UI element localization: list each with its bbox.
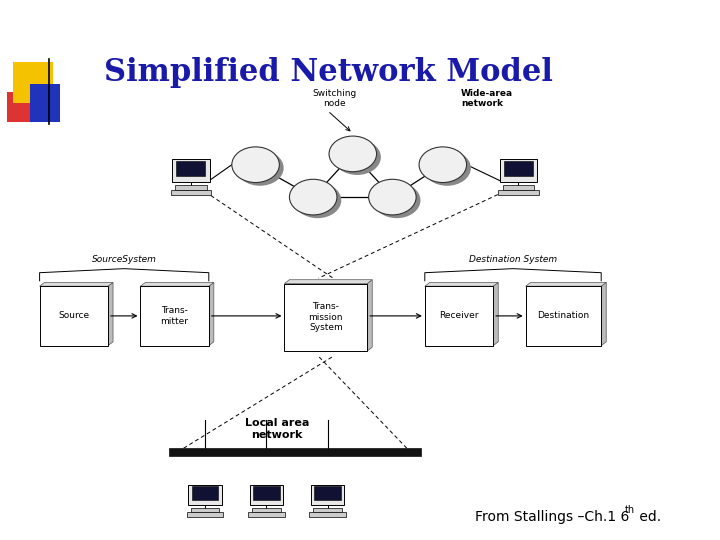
Polygon shape (284, 280, 372, 284)
Polygon shape (108, 282, 113, 346)
Bar (504, 161, 533, 177)
Bar (191, 508, 220, 512)
Bar (175, 185, 207, 190)
Bar (503, 185, 534, 190)
Bar (187, 512, 223, 517)
Bar (7, 92, 37, 122)
Bar (248, 512, 284, 517)
Circle shape (236, 150, 284, 186)
Bar (498, 190, 539, 195)
Bar (252, 508, 281, 512)
Bar (169, 448, 421, 456)
Polygon shape (526, 282, 606, 286)
Text: Local area
network: Local area network (245, 418, 310, 440)
Text: Switching
node: Switching node (312, 89, 357, 108)
Circle shape (423, 150, 471, 186)
Text: SourceSystem: SourceSystem (91, 255, 157, 265)
Bar (311, 485, 344, 505)
Text: Receiver: Receiver (439, 312, 479, 320)
Circle shape (294, 183, 341, 218)
Circle shape (333, 139, 381, 175)
Bar (171, 190, 211, 195)
Bar (172, 159, 210, 182)
Bar (253, 487, 279, 501)
Polygon shape (140, 282, 214, 286)
Circle shape (369, 179, 416, 215)
Bar (284, 284, 367, 351)
Text: th: th (625, 505, 635, 515)
Bar (189, 485, 222, 505)
Text: From Stallings –Ch.1 6: From Stallings –Ch.1 6 (475, 510, 629, 524)
Text: Destination: Destination (537, 312, 590, 320)
Text: Source: Source (58, 312, 89, 320)
Polygon shape (493, 282, 498, 346)
Polygon shape (425, 282, 498, 286)
Text: Simplified Network Model: Simplified Network Model (104, 57, 553, 87)
Bar (30, 84, 60, 122)
Bar (250, 485, 283, 505)
Polygon shape (367, 280, 372, 351)
Text: Trans-
mitter: Trans- mitter (161, 306, 189, 326)
Circle shape (329, 136, 377, 172)
Polygon shape (209, 282, 214, 346)
Bar (40, 286, 108, 346)
Text: ed.: ed. (635, 510, 661, 524)
Bar (315, 487, 341, 501)
Bar (140, 286, 209, 346)
Bar (500, 159, 537, 182)
Circle shape (232, 147, 279, 183)
Text: Destination System: Destination System (469, 255, 557, 265)
Circle shape (373, 183, 420, 218)
Circle shape (289, 179, 337, 215)
Bar (310, 512, 346, 517)
Bar (13, 62, 53, 103)
Bar (526, 286, 601, 346)
Bar (313, 508, 342, 512)
Polygon shape (40, 282, 113, 286)
Polygon shape (601, 282, 606, 346)
Circle shape (419, 147, 467, 183)
Text: Wide-area
network: Wide-area network (461, 89, 513, 108)
Bar (425, 286, 493, 346)
Bar (176, 161, 205, 177)
Text: Trans-
mission
System: Trans- mission System (309, 302, 343, 332)
Bar (192, 487, 218, 501)
